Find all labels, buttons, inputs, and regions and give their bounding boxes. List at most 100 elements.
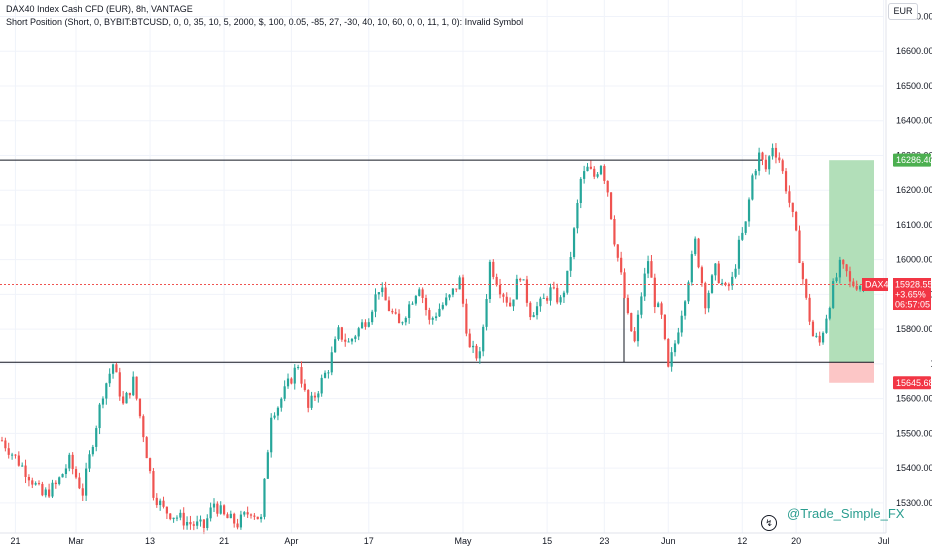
candle-body: [559, 297, 562, 303]
candle: [559, 295, 562, 305]
symbol-tag-text: DAX40: [865, 280, 894, 290]
candle-body: [428, 310, 431, 320]
candle-body: [455, 288, 458, 290]
candle-body: [835, 277, 838, 282]
candle: [391, 308, 394, 315]
candle-body: [401, 322, 404, 324]
candle: [300, 361, 303, 388]
candle: [744, 221, 747, 236]
candle-body: [852, 281, 855, 287]
price-tick-label: 16500.00: [896, 81, 932, 91]
candle: [680, 310, 683, 337]
candle: [572, 226, 576, 260]
candle: [260, 514, 263, 523]
candle: [677, 327, 680, 345]
candle: [784, 168, 788, 194]
candle-body: [832, 281, 835, 308]
candle: [589, 160, 592, 170]
candle-body: [438, 308, 441, 317]
candle-body: [7, 448, 10, 455]
candle: [687, 280, 690, 305]
candle: [175, 515, 179, 522]
candle-body: [492, 261, 495, 277]
candle: [821, 331, 825, 345]
candle: [586, 163, 589, 172]
candle: [808, 293, 811, 326]
candle: [838, 256, 841, 284]
candle: [14, 454, 17, 459]
profit-zone: [829, 160, 874, 363]
time-tick-label: Mar: [68, 536, 84, 546]
candle-body: [300, 367, 303, 384]
candle: [599, 164, 603, 176]
candle: [68, 452, 71, 472]
candle: [148, 457, 152, 474]
candle-body: [687, 282, 690, 302]
stop-price-tag: 15645.68: [893, 376, 932, 390]
candle: [525, 275, 529, 307]
candle: [108, 368, 111, 387]
candle: [818, 331, 821, 346]
candle-body: [808, 297, 811, 322]
candle-body: [781, 160, 784, 172]
candle-body: [589, 166, 592, 169]
candle-body: [276, 407, 280, 416]
candle-body: [182, 512, 185, 526]
candle-body: [357, 328, 360, 337]
candle: [115, 362, 118, 373]
candle: [377, 292, 380, 300]
candle: [451, 288, 455, 298]
candle-body: [360, 322, 364, 329]
candle: [434, 312, 438, 321]
candle-body: [670, 352, 673, 367]
candle: [697, 237, 700, 269]
watermark-text: @Trade_Simple_FX: [787, 506, 905, 521]
candle-body: [216, 503, 219, 514]
candle: [74, 466, 78, 480]
candle-body: [172, 517, 175, 520]
symbol-title[interactable]: DAX40 Index Cash CFD (EUR), 8h, VANTAGE: [6, 4, 193, 14]
time-tick-label: 20: [791, 536, 801, 546]
study-legend[interactable]: Short Position (Short, 0, BYBIT:BTCUSD, …: [6, 17, 524, 27]
time-tick-label: 13: [145, 536, 155, 546]
price-tick-label: 16100.00: [896, 220, 932, 230]
candle-body: [303, 383, 306, 390]
candle-body: [108, 373, 111, 384]
candle-body: [61, 474, 64, 478]
candle: [159, 498, 162, 511]
candle: [576, 199, 579, 234]
candle: [650, 254, 653, 278]
candle-body: [421, 289, 424, 298]
candle: [529, 301, 532, 321]
candle: [196, 515, 199, 530]
candle-body: [798, 230, 801, 263]
candle-body: [54, 482, 57, 485]
candle-body: [461, 277, 465, 304]
candle: [811, 319, 815, 337]
candle-body: [539, 298, 542, 307]
candle-body: [431, 318, 434, 320]
candle-body: [522, 279, 525, 281]
candle-body: [828, 307, 831, 319]
candle-body: [764, 159, 767, 170]
currency-selector[interactable]: EUR: [888, 3, 918, 20]
candle: [293, 364, 296, 390]
candle: [519, 277, 522, 283]
candle-body: [700, 267, 704, 284]
candle-body: [707, 292, 710, 309]
candle-body: [805, 279, 808, 298]
candle: [273, 412, 276, 420]
candle-body: [98, 404, 101, 429]
candle: [472, 340, 475, 354]
candle: [609, 191, 613, 221]
candle-body: [519, 278, 522, 281]
candle-body: [175, 517, 179, 519]
price-tick-label: 15400.00: [896, 463, 932, 473]
candle-body: [88, 454, 91, 469]
candle: [330, 346, 333, 376]
candle: [845, 263, 848, 277]
candle: [347, 338, 350, 343]
candle: [828, 306, 831, 321]
candle-body: [468, 333, 471, 348]
